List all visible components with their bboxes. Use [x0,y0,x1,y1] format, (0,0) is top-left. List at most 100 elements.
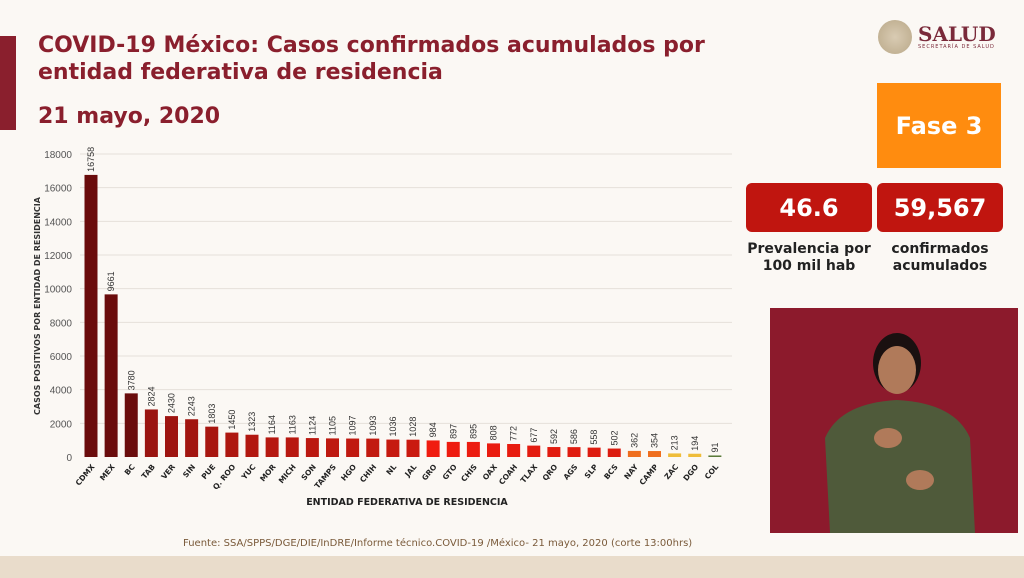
phase-badge: Fase 3 [877,83,1001,168]
bar-value-label: 213 [670,435,680,450]
y-tick-label: 18000 [44,150,72,161]
y-axis-label: CASOS POSITIVOS POR ENTIDAD DE RESIDENCI… [33,196,42,415]
x-tick-label: YUC [239,462,258,482]
x-tick-label: JAL [402,462,418,479]
x-tick-label: MOR [258,462,278,483]
bar-chis [466,441,480,457]
bar-bcs [607,448,621,457]
x-tick-label: ZAC [662,462,680,481]
y-tick-label: 10000 [44,285,72,296]
y-tick-label: 12000 [44,251,72,262]
x-tick-label: VER [159,462,177,481]
bar-tamps [326,438,339,457]
bar-value-label: 677 [529,428,539,443]
bar-value-label: 808 [489,425,499,440]
bar-value-label: 1164 [267,415,277,434]
report-date: 21 mayo, 2020 [38,104,221,129]
sign-language-interpreter-video [770,308,1018,533]
bar-value-label: 194 [690,436,700,451]
x-tick-label: CDMX [74,462,97,487]
bar-jal [406,439,420,457]
confirmed-value: 59,567 [877,183,1003,232]
bar-value-label: 502 [609,431,619,446]
x-tick-label: QRO [541,463,560,483]
page-title: COVID-19 México: Casos confirmados acumu… [38,33,705,85]
bar-son [305,438,319,457]
x-tick-label: GTO [441,463,459,482]
bar-qroo [225,432,239,457]
y-tick-label: 2000 [50,419,73,430]
x-tick-label: TAB [140,462,157,480]
x-tick-label: BC [123,462,137,477]
prevalence-value: 46.6 [746,183,872,232]
bar-value-label: 1124 [307,416,317,435]
bar-nay [627,450,641,457]
x-tick-label: TAMPS [313,463,338,491]
bar-value-label: 1803 [207,404,217,424]
bar-dgo [688,453,702,457]
y-tick-label: 8000 [50,318,73,329]
bar-oax [487,443,500,457]
confirmed-label: confirmados acumulados [891,241,989,274]
x-tick-label: COAH [497,463,519,487]
bar-bc [124,393,138,457]
seal-icon [878,20,912,54]
x-tick-label: BCS [602,463,620,482]
x-tick-label: CAMP [638,462,661,487]
bar-ver [165,416,178,457]
accent-strip [0,36,16,130]
x-tick-label: NL [384,462,398,476]
bar-value-label: 2430 [167,393,177,413]
bar-value-label: 354 [650,433,660,448]
bar-value-label: 1323 [247,412,257,432]
x-tick-label: MEX [98,462,117,482]
bar-value-label: 984 [428,422,438,437]
bar-value-label: 91 [710,442,720,452]
bar-value-label: 1105 [328,416,338,435]
bar-value-label: 3780 [126,370,136,390]
bar-zac [668,453,682,457]
bar-nl [386,439,400,457]
x-tick-label: CHIH [358,463,378,485]
x-tick-label: SON [299,463,318,483]
bar-value-label: 895 [468,424,478,439]
bar-value-label: 558 [589,430,599,445]
y-tick-label: 16000 [44,184,72,195]
bar-cdmx [84,174,98,458]
bar-tlax [527,445,541,457]
bar-chart: 0 2000 4000 6000 8000 10000 12000 14000 16000 180… [33,147,732,508]
bar-value-label: 1450 [227,410,237,430]
bar-value-label: 2243 [187,396,197,416]
footer-band [0,556,1024,578]
x-tick-label: AGS [561,463,579,482]
x-tick-label: GRO [420,463,439,483]
y-tick-label: 6000 [50,352,73,363]
bar-mex [104,294,118,457]
x-tick-label: PUE [200,463,218,482]
x-tick-label: CHIS [459,463,479,484]
bar-tab [144,409,158,457]
bar-ags [567,447,581,457]
bar-chih [366,438,380,457]
bar-value-label: 362 [629,433,639,448]
bar-hgo [346,438,360,457]
x-axis-label: ENTIDAD FEDERATIVA DE RESIDENCIA [306,497,508,508]
x-tick-label: MICH [277,463,298,486]
x-tick-label: HGO [339,463,358,483]
y-tick-label: 0 [66,453,72,464]
x-tick-label: COL [703,462,721,481]
x-tick-label: SLP [583,462,600,480]
y-tick-label: 4000 [50,386,73,397]
bar-slp [587,447,601,457]
bar-value-label: 2824 [146,386,156,406]
x-tick-label: DGO [681,463,700,483]
x-tick-label: SIN [181,463,197,480]
bar-mor [265,437,279,457]
bar-value-label: 1028 [408,417,418,437]
bar-coah [507,444,521,457]
bar-mich [285,437,299,457]
logo-subtitle: SECRETARÍA DE SALUD [918,44,995,50]
bar-value-label: 1163 [287,415,297,434]
prevalence-label: Prevalencia por 100 mil hab [747,241,871,274]
bar-value-label: 897 [448,424,458,439]
